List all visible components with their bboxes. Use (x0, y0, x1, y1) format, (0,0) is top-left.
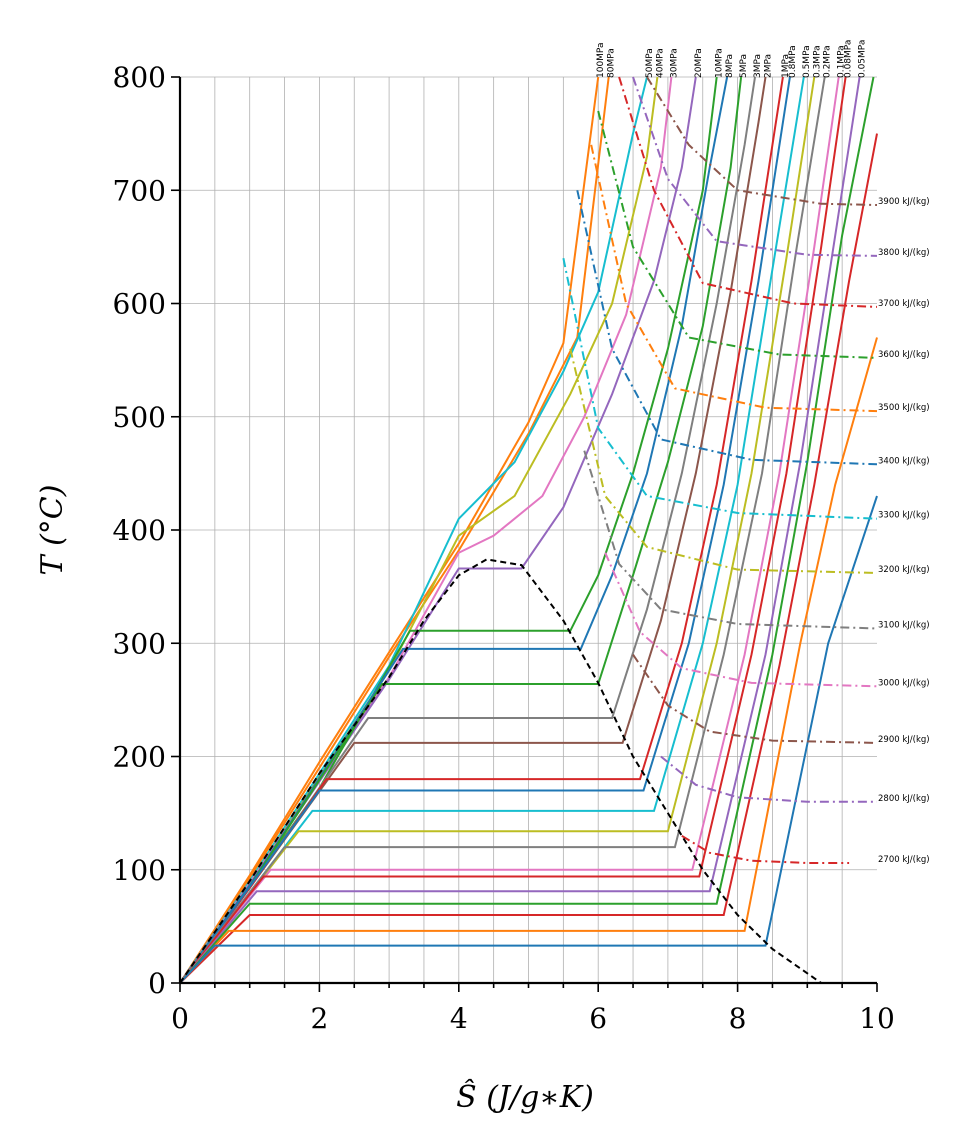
isobar-label: 1MPa (781, 54, 791, 78)
isenthalp-line (562, 257, 878, 520)
x-tick-label: 6 (589, 1002, 607, 1035)
isenthalp-label: 3200 kJ/(kg) (878, 565, 930, 575)
isenthalp-line (646, 76, 878, 206)
x-tick-label: 4 (450, 1002, 468, 1035)
isobar-label: 50MPa (645, 48, 655, 78)
y-axis-title: T (°C) (35, 485, 70, 576)
isobar-label: 0.8MPa (788, 45, 798, 78)
x-tick-label: 8 (729, 1002, 747, 1035)
isenthalp-line (681, 834, 850, 864)
isobar-line (179, 76, 826, 984)
isobar-line (179, 76, 840, 984)
isobar-label: 100MPa (596, 43, 606, 78)
isenthalp-line (632, 76, 878, 257)
isenthalp-label: 3800 kJ/(kg) (878, 248, 930, 258)
isobar-label: 0.08MPa (844, 40, 854, 78)
isobar-label: 80MPa (607, 48, 617, 78)
isobar-label: 0.3MPa (812, 45, 822, 78)
isenthalp-label: 3600 kJ/(kg) (878, 350, 930, 360)
saturation-dome (179, 558, 822, 984)
x-tick-label: 0 (171, 1002, 189, 1035)
y-tick-label: 400 (113, 514, 166, 547)
isobar-line (179, 76, 847, 984)
isobar-line (179, 133, 878, 984)
isobar-line (179, 495, 878, 984)
isobar-label: 0.1MPa (837, 45, 847, 78)
y-tick-label: 700 (113, 174, 166, 207)
saturation-dome-line (179, 558, 822, 984)
isenthalp-line (660, 755, 877, 803)
isenthalp-line (583, 450, 878, 630)
isobar-line (179, 76, 875, 984)
isenthalp-label: 3500 kJ/(kg) (878, 403, 930, 413)
isobar-label: 10MPa (715, 48, 725, 78)
isobar-label: 8MPa (725, 54, 735, 78)
isenthalp-label: 2900 kJ/(kg) (878, 735, 930, 745)
series-labels: 100MPa 80MPa 50MPa 40MPa 30MPa 20MPa 10MPa 8MPa… (596, 40, 929, 865)
isenthalp-label: 3400 kJ/(kg) (878, 456, 930, 466)
y-tick-label: 500 (113, 401, 166, 434)
isenthalp-line (604, 552, 878, 688)
isobar-line (179, 76, 791, 984)
isobar-label: 3MPa (753, 54, 763, 78)
isobar-line (179, 337, 878, 984)
isobar-line (179, 76, 600, 984)
y-tick-label: 100 (113, 854, 166, 887)
isenthalp-label: 3900 kJ/(kg) (878, 197, 930, 207)
isobar-label: 0.5MPa (802, 45, 812, 78)
isenthalp-label: 2700 kJ/(kg) (878, 855, 930, 865)
isenthalp-line (618, 76, 878, 308)
y-tick-label: 600 (113, 288, 166, 321)
isenthalp-label: 3000 kJ/(kg) (878, 678, 930, 688)
isenthalp-line (576, 190, 878, 466)
isobar-label: 0.2MPa (823, 45, 833, 78)
isobar-lines (179, 76, 878, 984)
y-tick-label: 0 (148, 967, 166, 1000)
isobar-line (179, 76, 648, 984)
isobar-label: 5MPa (739, 54, 749, 78)
isenthalp-lines (562, 76, 878, 864)
isenthalp-label: 2800 kJ/(kg) (878, 794, 930, 804)
isenthalp-label: 3300 kJ/(kg) (878, 511, 930, 521)
isobar-line (179, 76, 743, 984)
isenthalp-label: 3700 kJ/(kg) (878, 299, 930, 309)
isenthalp-line (569, 348, 878, 574)
isobar-line (179, 76, 805, 984)
isobar-line (179, 76, 861, 984)
isobar-label: 40MPa (655, 48, 665, 78)
isobar-label: 30MPa (669, 48, 679, 78)
y-tick-label: 800 (113, 61, 166, 94)
isobar-label: 2MPa (763, 54, 773, 78)
isenthalp-line (590, 144, 878, 413)
isobar-line (179, 76, 816, 984)
isenthalp-line (632, 654, 878, 744)
isenthalp-label: 3100 kJ/(kg) (878, 621, 930, 631)
isobar-label: 20MPa (694, 48, 704, 78)
y-tick-label: 300 (113, 627, 166, 660)
isobar-label: 0.05MPa (858, 40, 868, 78)
x-axis-title: Ŝ (J/g∗K) (456, 1079, 594, 1115)
x-tick-label: 10 (859, 1002, 895, 1035)
y-tick-label: 200 (113, 741, 166, 774)
x-tick-label: 2 (310, 1002, 328, 1035)
